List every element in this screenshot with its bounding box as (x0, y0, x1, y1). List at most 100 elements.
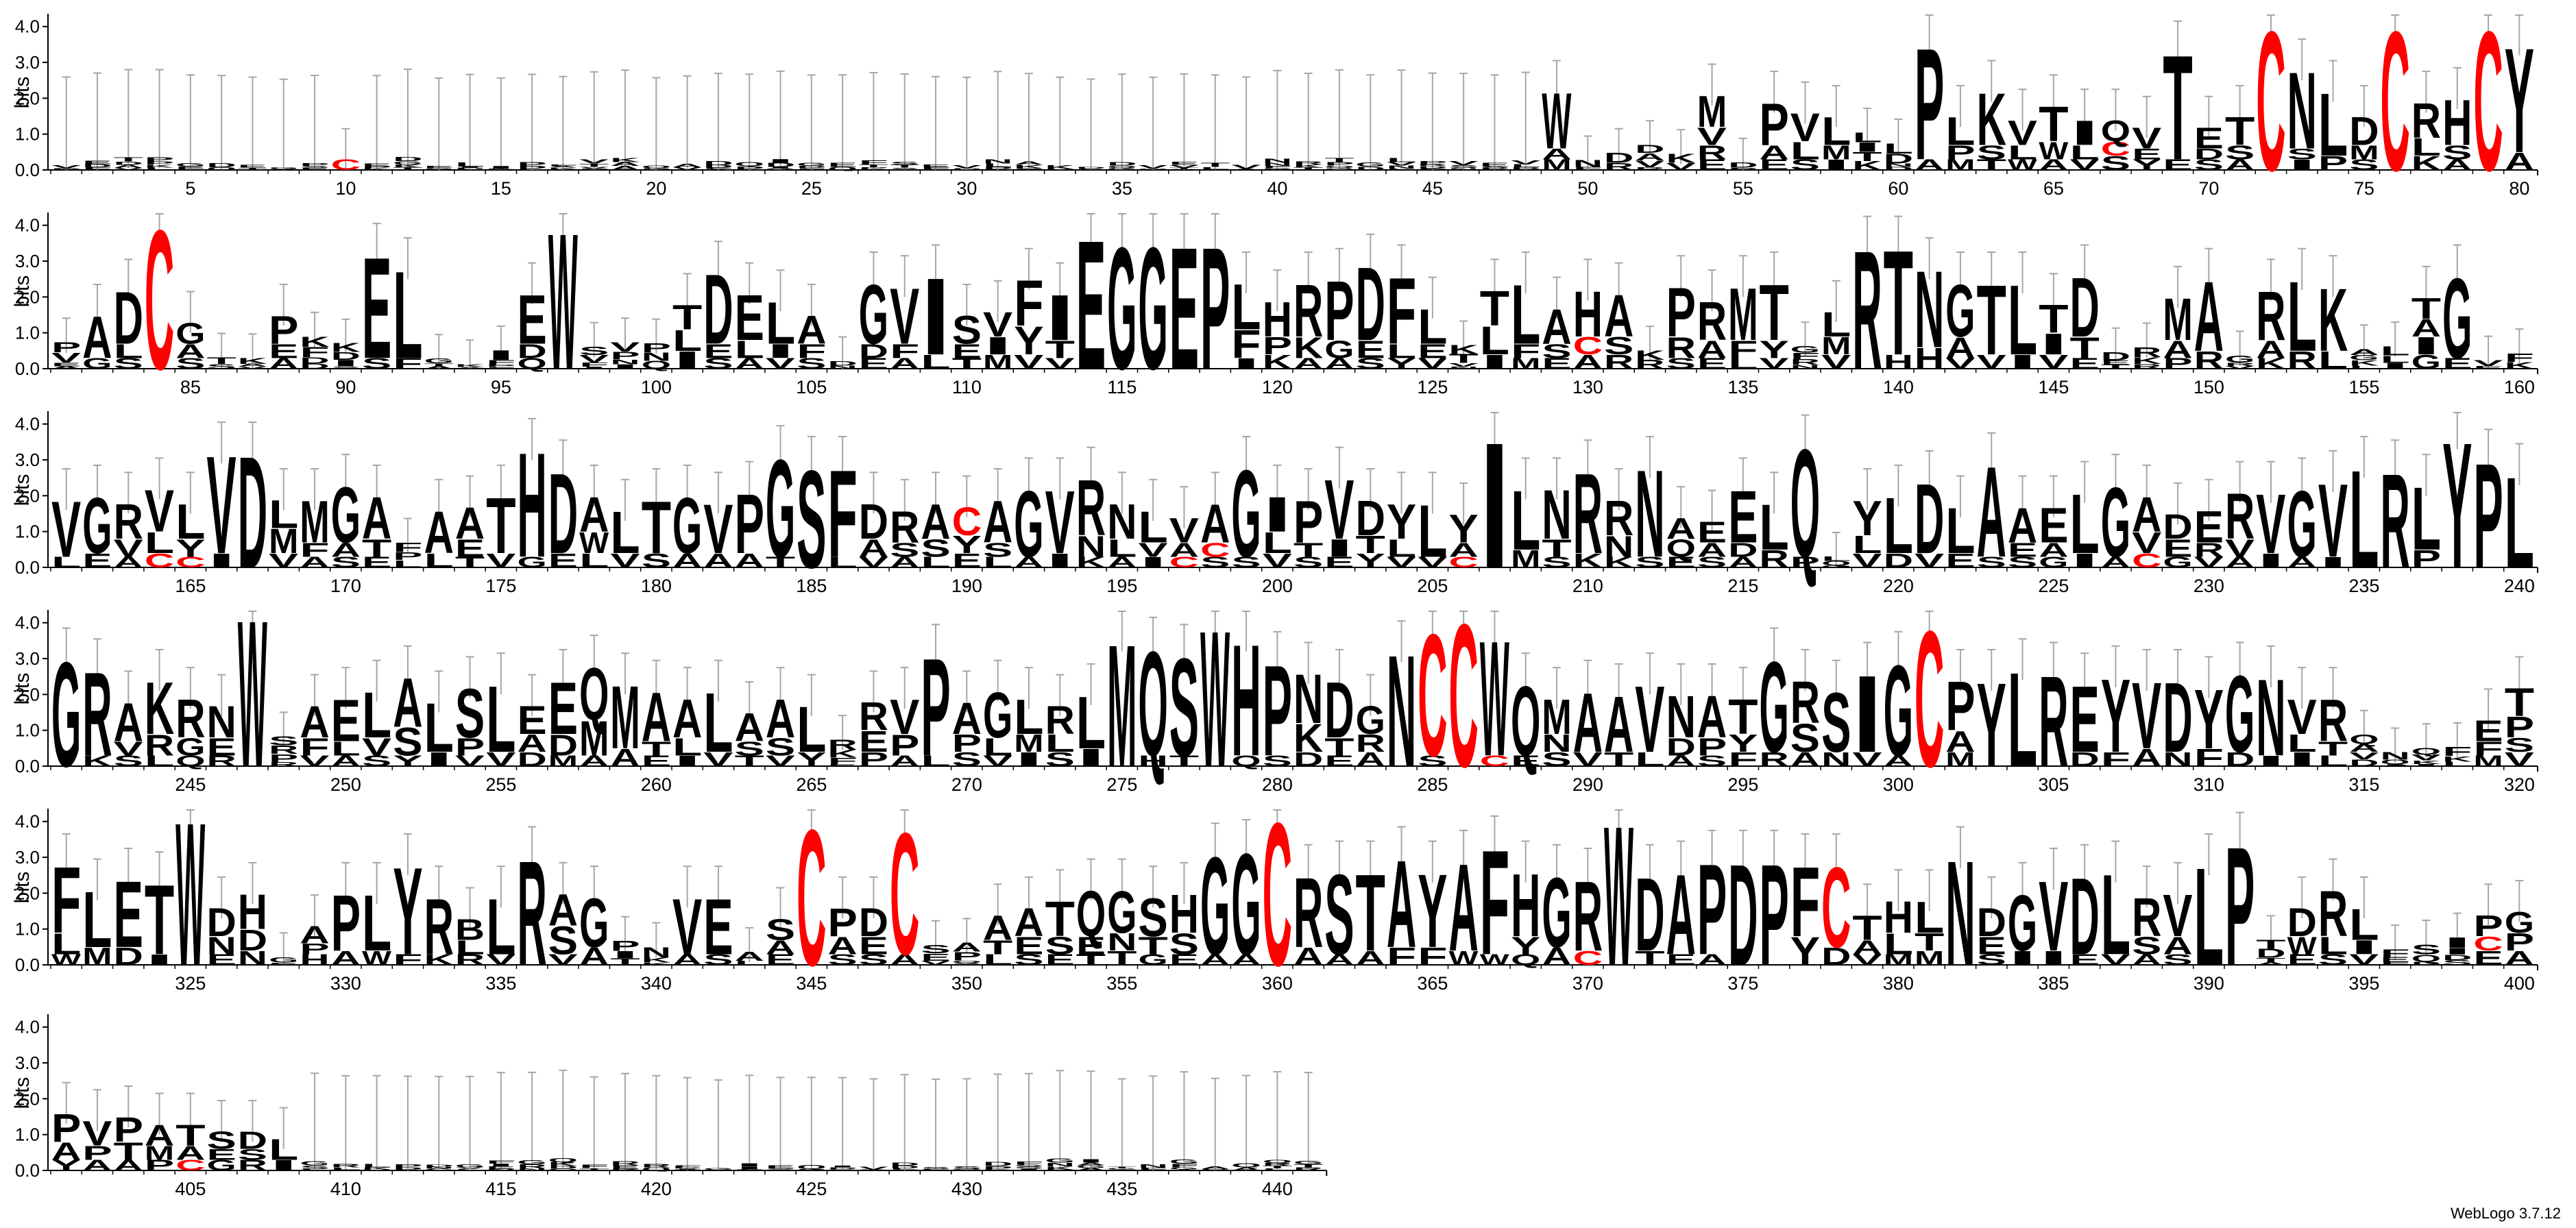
x-tick-label: 20 (646, 178, 666, 199)
residue-L-pos-92: L (393, 246, 422, 385)
residue-C-pos-84: C (145, 189, 174, 411)
x-tick-label: 230 (2194, 576, 2224, 596)
residue-E-pos-424: E (766, 1164, 795, 1169)
residue-N-pos-194: N (1076, 530, 1106, 563)
y-tick-label: 1.0 (15, 1125, 40, 1145)
residue-Q-pos-217: Q (1790, 417, 1820, 590)
residue-E-pos-257: E (548, 667, 578, 751)
residue-S-pos-91: S (362, 356, 391, 372)
x-tick-label: 40 (1267, 178, 1287, 199)
residue-N-pos-14: N (455, 169, 485, 170)
residue-L-pos-33: L (1045, 169, 1075, 171)
residue-E-pos-9: E (300, 167, 329, 171)
residue-N-pos-316: N (2381, 750, 2410, 762)
residue-Q-pos-100: Q (642, 358, 671, 371)
residue-L-pos-408: L (269, 1133, 298, 1166)
x-tick-label: 315 (2348, 774, 2379, 795)
residue-E-pos-91: E (362, 228, 391, 389)
x-tick-label: 355 (1106, 973, 1137, 994)
residue-V-pos-341: V (672, 882, 702, 971)
residue-K-pos-59: K (1852, 159, 1882, 173)
y-tick-label: 3.0 (15, 251, 40, 271)
residue-I-pos-434: I (1076, 1158, 1106, 1164)
residue-K-pos-154: K (2318, 270, 2348, 371)
residue-G-pos-162: G (82, 481, 112, 570)
residue-I-pos-99: I (610, 363, 640, 370)
residue-W-pos-49: W (1542, 76, 1571, 165)
residue-L-pos-331: L (362, 879, 391, 968)
residue-S-pos-57: S (1790, 157, 1820, 173)
residue-Q-pos-42: Q (1324, 165, 1354, 169)
residue-L-pos-235: L (2349, 442, 2379, 598)
residue-R-pos-121: R (1293, 269, 1323, 353)
residue-A-pos-174: A (455, 499, 485, 549)
residue-G-pos-107: G (859, 267, 888, 362)
residue-T-pos-320: T (2505, 680, 2534, 724)
residue-A-pos-198: A (1200, 493, 1230, 554)
x-tick-label: 160 (2504, 377, 2535, 397)
residue-Q-pos-288: Q (1511, 666, 1540, 777)
residue-L-pos-156: L (2381, 354, 2410, 365)
residue-P-pos-62: P (1945, 141, 1975, 164)
residue-G-pos-384: G (2008, 879, 2037, 968)
residue-A-pos-243: A (114, 691, 143, 752)
x-tick-label: 105 (796, 377, 827, 397)
residue-G-pos-409: G (300, 1160, 329, 1167)
residue-E-pos-129: E (1542, 356, 1571, 372)
residue-L-pos-387: L (2101, 852, 2130, 979)
residue-S-pos-71: S (2225, 141, 2255, 164)
residue-S-pos-344: S (766, 913, 795, 946)
residue-V-pos-402: V (82, 1114, 112, 1153)
y-tick-label: 0.0 (15, 557, 40, 578)
residue-V-pos-385: V (2039, 860, 2068, 972)
residue-F-pos-50: F (1573, 167, 1603, 171)
residue-L-pos-83: L (114, 341, 143, 363)
residue-H-pos-120: H (1263, 293, 1292, 348)
residue-H-pos-176: H (518, 421, 547, 589)
residue-T-pos-7: T (238, 167, 268, 171)
residue-C-pos-286: C (1449, 581, 1479, 810)
residue-D-pos-35: D (1107, 161, 1137, 167)
residue-L-pos-48: L (1511, 164, 1540, 169)
residue-A-pos-364: A (1387, 835, 1416, 974)
residue-G-pos-142: G (1945, 270, 1975, 353)
residue-K-pos-89: K (300, 334, 330, 350)
residue-L-pos-262: L (703, 676, 733, 770)
residue-F-pos-44: F (1387, 168, 1416, 170)
residue-A-pos-108: A (890, 355, 919, 372)
residue-L-pos-161: L (51, 554, 81, 571)
residue-T-pos-140: T (1884, 220, 1913, 386)
residue-D-pos-48: D (1511, 167, 1540, 169)
residue-L-pos-322: L (82, 876, 112, 964)
residue-L-pos-38: L (1200, 167, 1230, 170)
residue-P-pos-22: P (703, 167, 733, 169)
residue-Y-pos-80: Y (2505, 17, 2534, 184)
residue-D-pos-413: D (424, 1164, 454, 1167)
residue-G-pos-176: G (518, 554, 547, 570)
residue-Q-pos-276: Q (1139, 620, 1168, 787)
residue-T-pos-143: T (1977, 265, 2006, 376)
residue-G-pos-12: G (393, 160, 422, 165)
residue-P-pos-133: P (1666, 274, 1696, 352)
residue-Q-pos-440: Q (1263, 1159, 1292, 1164)
residue-N-pos-100: N (642, 350, 671, 363)
residue-D-pos-20: D (642, 168, 671, 171)
residue-D-pos-34: D (1076, 167, 1106, 169)
residue-E-pos-13: E (424, 165, 454, 169)
residue-G-pos-35: G (1107, 167, 1137, 171)
residue-S-pos-349: S (921, 943, 950, 956)
residue-M-pos-58: M (1821, 141, 1851, 163)
x-tick-label: 290 (1572, 774, 1603, 795)
residue-I-pos-90: I (331, 358, 361, 368)
residue-I-pos-109: I (921, 256, 950, 378)
residue-A-pos-85: A (175, 340, 205, 363)
residue-P-pos-16: P (518, 161, 547, 167)
residue-P-pos-99: P (610, 350, 640, 363)
y-tick-label: 2.0 (15, 286, 40, 307)
residue-L-pos-103: L (735, 335, 764, 363)
y-tick-label: 2.0 (15, 485, 40, 506)
residue-Y-pos-238: Y (2442, 406, 2472, 606)
residue-E-pos-5: E (175, 169, 205, 171)
residue-A-pos-343: A (735, 950, 764, 964)
